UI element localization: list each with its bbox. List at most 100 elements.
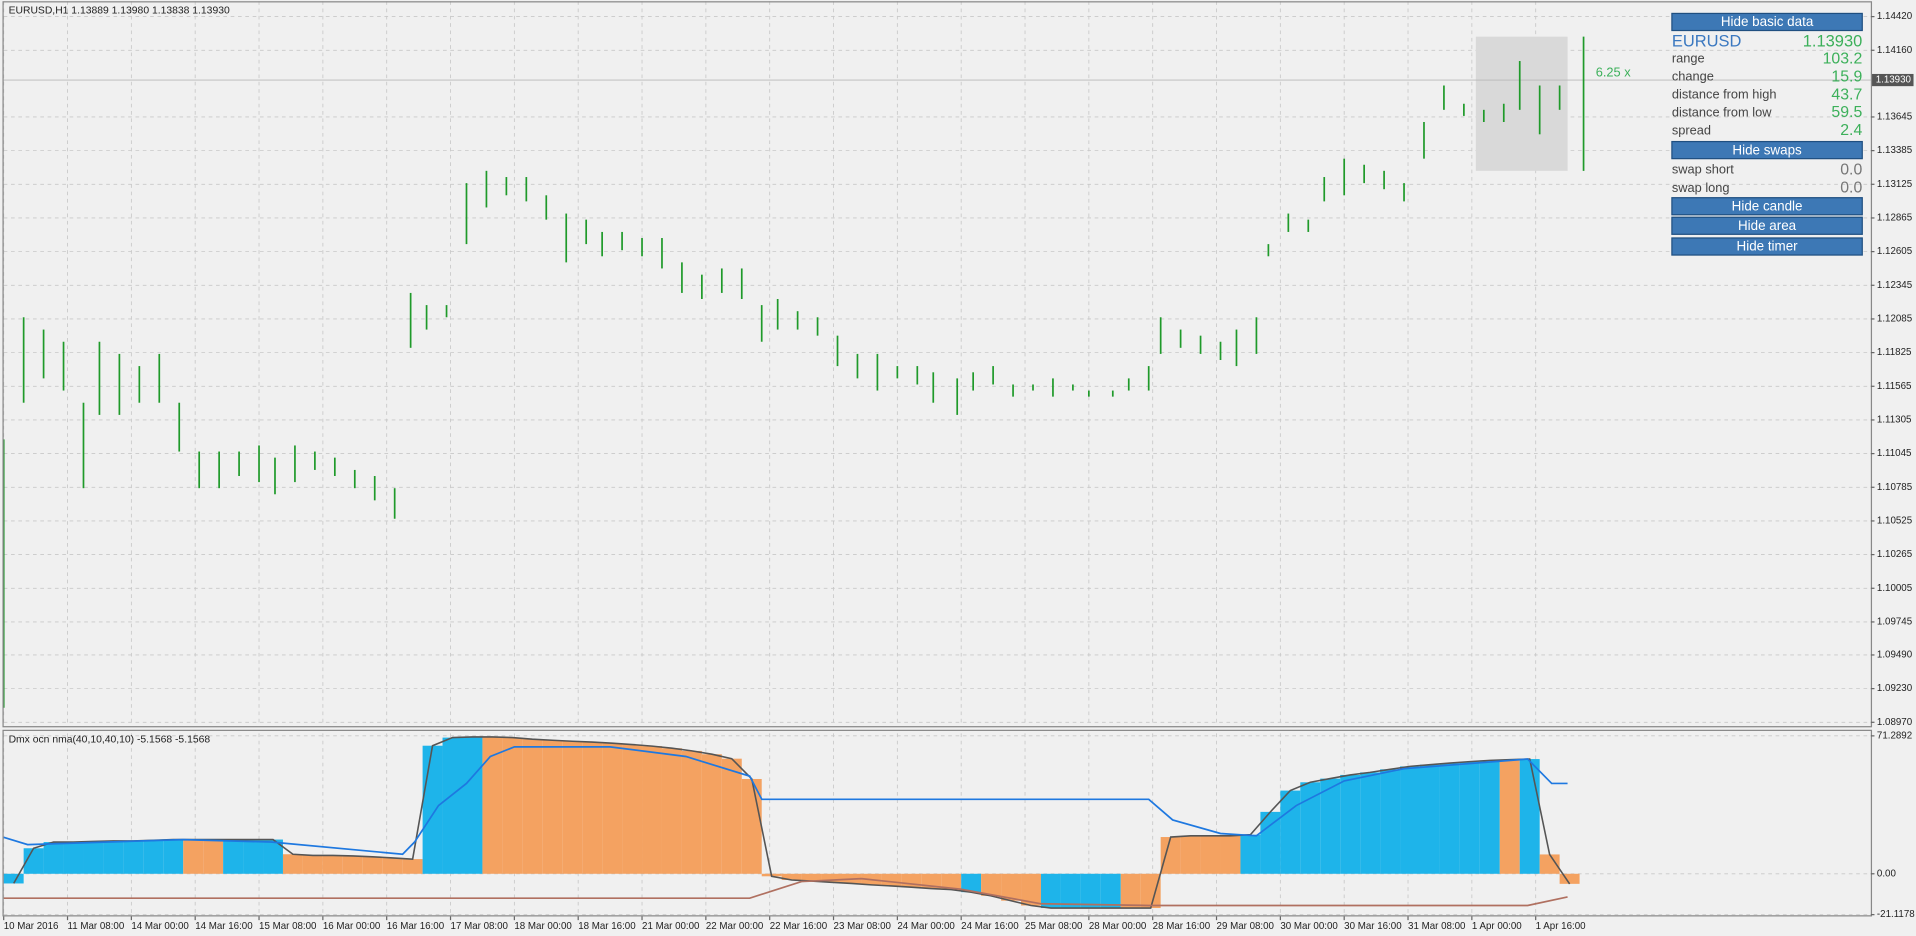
x-tick-label: 16 Mar 00:00 <box>323 921 381 932</box>
chart-title: EURUSD,H1 1.13889 1.13980 1.13838 1.1393… <box>9 6 230 17</box>
button-label[interactable]: Hide timer <box>1737 239 1799 254</box>
x-tick-label: 14 Mar 00:00 <box>131 921 189 932</box>
x-tick-label: 22 Mar 00:00 <box>706 921 764 932</box>
histogram-bar <box>1001 873 1022 901</box>
button-label[interactable]: Hide area <box>1738 218 1797 233</box>
histogram-bar <box>43 842 64 874</box>
histogram-bar <box>163 839 184 874</box>
symbol: EURUSD <box>1672 32 1742 50</box>
y-tick-label: 1.12345 <box>1877 280 1913 291</box>
histogram-bar <box>542 740 563 874</box>
price: 1.13930 <box>1803 32 1863 50</box>
y-tick-label: 1.10525 <box>1877 516 1913 527</box>
indicator-line <box>3 745 1568 856</box>
x-tick-label: 23 Mar 08:00 <box>834 921 892 932</box>
x-tick-label: 28 Mar 00:00 <box>1089 921 1147 932</box>
swap-label: swap short <box>1672 162 1734 177</box>
histogram-bar <box>3 873 24 884</box>
indicator-title: Dmx ocn nma(40,10,40,10) -5.1568 -5.1568 <box>9 734 211 745</box>
histogram-bar <box>602 743 623 874</box>
histogram-bar <box>821 873 842 883</box>
y-tick-label: 1.11825 <box>1877 347 1912 358</box>
histogram-bar <box>482 737 503 874</box>
x-tick-label: 24 Mar 16:00 <box>961 921 1019 932</box>
row-label: distance from low <box>1672 104 1772 119</box>
x-tick-label: 17 Mar 08:00 <box>451 921 509 932</box>
row-value: 2.4 <box>1840 122 1862 139</box>
histogram-bar <box>562 741 583 874</box>
histogram-bar <box>721 758 742 874</box>
histogram-bar <box>83 841 104 874</box>
histogram-bar <box>1380 769 1401 874</box>
button-label[interactable]: Hide basic data <box>1721 14 1814 29</box>
histogram-bar <box>1220 835 1241 874</box>
x-tick-label: 30 Mar 00:00 <box>1280 921 1338 932</box>
y-tick-label: 1.14160 <box>1877 45 1913 56</box>
x-tick-label: 28 Mar 16:00 <box>1153 921 1211 932</box>
hide-area-button[interactable] <box>1671 216 1863 235</box>
histogram-bar <box>1419 764 1440 874</box>
histogram-bar <box>781 873 802 880</box>
histogram-bar <box>322 855 343 874</box>
histogram-bar <box>622 744 643 874</box>
histogram-bar <box>1120 873 1141 909</box>
hide-candle-button[interactable] <box>1671 197 1863 216</box>
y-tick-label: 1.14420 <box>1877 11 1913 22</box>
info-panel: Hide basic data EURUSD 1.13930 range 103.… <box>1671 12 1863 256</box>
histogram-bar <box>1140 873 1161 909</box>
hide-timer-button[interactable] <box>1671 237 1863 256</box>
x-tick-label: 31 Mar 08:00 <box>1408 921 1466 932</box>
histogram-bar <box>681 750 702 874</box>
histogram-bar <box>1479 760 1500 874</box>
histogram-bar <box>123 840 144 874</box>
histogram-bar <box>223 839 244 874</box>
row-value: 43.7 <box>1831 86 1862 103</box>
y-tick-label: 1.08970 <box>1877 717 1913 728</box>
histogram-bar <box>302 855 323 874</box>
x-tick-label: 16 Mar 16:00 <box>387 921 445 932</box>
histogram-bar <box>522 739 543 874</box>
histogram-bar <box>961 873 982 893</box>
histogram-bar <box>462 737 483 874</box>
histogram-bar <box>63 842 84 874</box>
histogram-bar <box>1021 873 1041 906</box>
x-tick-label: 18 Mar 00:00 <box>514 921 572 932</box>
y-tick-label: 1.10785 <box>1877 482 1913 493</box>
y-tick-label: 0.00 <box>1877 868 1897 879</box>
histogram-bar <box>243 839 264 874</box>
button-label[interactable]: Hide swaps <box>1732 142 1802 157</box>
row-value: 15.9 <box>1831 68 1862 85</box>
histogram-bar <box>1080 873 1101 909</box>
histogram-bar <box>881 873 902 886</box>
current-price-label: 1.13930 <box>1876 75 1912 86</box>
histogram-bar <box>1280 790 1301 874</box>
histogram-bar <box>342 855 363 874</box>
swap-value: 0.0 <box>1840 180 1862 197</box>
hide-swaps-button[interactable] <box>1671 140 1863 160</box>
histogram-bar <box>1300 782 1321 874</box>
histogram-bar <box>642 746 662 874</box>
histogram-bar <box>701 754 722 874</box>
y-tick-label: 1.11565 <box>1877 381 1912 392</box>
row-value: 59.5 <box>1831 104 1862 121</box>
histogram-bar <box>1320 778 1341 874</box>
histogram-bar <box>1519 759 1540 874</box>
y-tick-label: 1.13125 <box>1877 179 1913 190</box>
histogram-bar <box>1459 761 1480 874</box>
histogram-bar <box>23 848 44 874</box>
histogram-bar <box>1439 763 1460 874</box>
histogram-bar <box>1100 873 1121 909</box>
button-label[interactable]: Hide candle <box>1732 198 1803 213</box>
y-tick-label: 1.09230 <box>1877 683 1913 694</box>
histogram-bar <box>941 873 962 890</box>
x-tick-label: 25 Mar 08:00 <box>1025 921 1083 932</box>
row-label: range <box>1672 51 1705 66</box>
y-tick-label: 1.11045 <box>1877 448 1912 459</box>
y-tick-label: 1.09490 <box>1877 650 1913 661</box>
histogram-bar <box>661 748 682 874</box>
x-tick-label: 10 Mar 2016 <box>4 921 59 932</box>
histogram-bar <box>1240 834 1261 874</box>
hide-basic-button[interactable] <box>1671 12 1863 32</box>
histogram-bar <box>1360 772 1381 874</box>
